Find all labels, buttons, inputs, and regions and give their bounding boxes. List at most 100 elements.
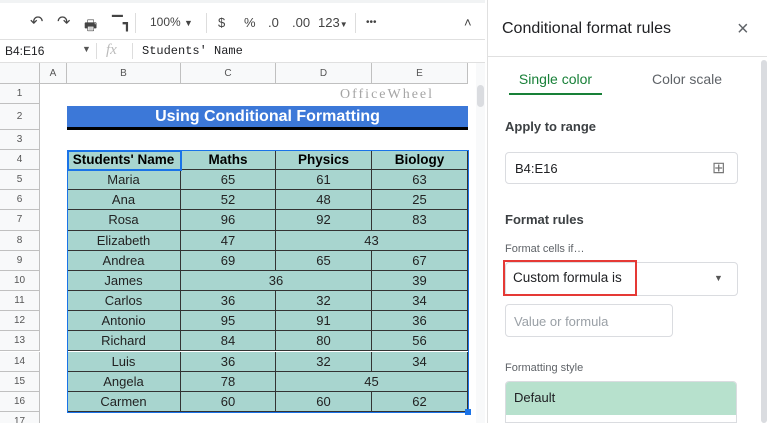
score-cell[interactable]: 32 — [276, 291, 372, 312]
row-header-5[interactable]: 5 — [0, 170, 40, 191]
score-cell[interactable]: 34 — [372, 351, 468, 372]
value-input[interactable]: Value or formula — [505, 304, 673, 337]
zoom-select[interactable]: 100% ▼ — [150, 15, 193, 29]
currency-button[interactable]: $ — [218, 15, 226, 30]
watermark: OfficeWheel — [340, 87, 435, 102]
formula-input[interactable]: Students' Name — [142, 44, 243, 58]
name-cell[interactable]: Antonio — [67, 311, 181, 332]
row-header-11[interactable]: 11 — [0, 291, 40, 312]
name-cell[interactable]: Ana — [67, 190, 181, 211]
more-formats-button[interactable]: 123▼ — [318, 15, 348, 30]
score-cell[interactable]: 36 — [372, 311, 468, 332]
score-cell[interactable]: 80 — [276, 331, 372, 352]
score-cell[interactable]: 39 — [372, 270, 468, 292]
score-cell[interactable]: 48 — [276, 190, 372, 211]
score-cell[interactable]: 65 — [276, 250, 372, 271]
header-cell[interactable]: Maths — [181, 150, 276, 171]
score-cell[interactable]: 47 — [181, 230, 276, 251]
row-header-13[interactable]: 13 — [0, 331, 40, 352]
score-cell[interactable]: 45 — [276, 371, 468, 392]
tab-color-scale[interactable]: Color scale — [652, 71, 723, 87]
score-cell[interactable]: 95 — [181, 311, 276, 332]
redo-icon[interactable]: ↷ — [57, 14, 71, 31]
name-cell[interactable]: Richard — [67, 331, 181, 352]
row-header-4[interactable]: 4 — [0, 150, 40, 171]
column-header-A[interactable]: A — [40, 63, 67, 84]
row-header-17[interactable]: 17 — [0, 411, 40, 423]
name-cell[interactable]: Maria — [67, 170, 181, 191]
row-header-9[interactable]: 9 — [0, 250, 40, 271]
increase-decimal-button[interactable]: .00 — [292, 15, 311, 30]
name-cell[interactable]: Luis — [67, 351, 181, 372]
score-cell[interactable]: 36 — [181, 270, 372, 292]
row-header-10[interactable]: 10 — [0, 270, 40, 292]
row-header-15[interactable]: 15 — [0, 371, 40, 392]
column-header-E[interactable]: E — [372, 63, 468, 84]
row-header-16[interactable]: 16 — [0, 391, 40, 412]
column-header-B[interactable]: B — [67, 63, 181, 84]
name-box[interactable]: B4:E16 — [5, 44, 45, 58]
score-cell[interactable]: 63 — [372, 170, 468, 191]
row-header-1[interactable]: 1 — [0, 84, 40, 104]
score-cell[interactable]: 61 — [276, 170, 372, 191]
decrease-decimal-button[interactable]: .0 — [268, 15, 279, 30]
score-cell[interactable]: 78 — [181, 371, 276, 392]
column-header-C[interactable]: C — [181, 63, 276, 84]
undo-icon[interactable]: ↶ — [30, 14, 44, 31]
chevron-down-icon[interactable]: ▼ — [82, 44, 91, 54]
header-cell[interactable]: Physics — [276, 150, 372, 171]
score-cell[interactable]: 36 — [181, 291, 276, 312]
scrollbar[interactable] — [476, 63, 485, 423]
chevron-up-icon[interactable]: ˄ — [464, 15, 472, 30]
name-cell[interactable]: Rosa — [67, 210, 181, 231]
score-cell[interactable]: 60 — [276, 391, 372, 412]
name-cell[interactable]: Carmen — [67, 391, 181, 412]
grid-select-icon[interactable]: ⊞ — [712, 160, 726, 177]
score-cell[interactable]: 36 — [181, 351, 276, 372]
name-cell[interactable]: Carlos — [67, 291, 181, 312]
score-cell[interactable]: 96 — [181, 210, 276, 231]
row-header-8[interactable]: 8 — [0, 230, 40, 251]
score-cell[interactable]: 65 — [181, 170, 276, 191]
score-cell[interactable]: 25 — [372, 190, 468, 211]
name-cell[interactable]: Angela — [67, 371, 181, 392]
score-cell[interactable]: 62 — [372, 391, 468, 412]
score-cell[interactable]: 92 — [276, 210, 372, 231]
percent-button[interactable]: % — [244, 15, 256, 30]
row-header-14[interactable]: 14 — [0, 351, 40, 372]
score-cell[interactable]: 52 — [181, 190, 276, 211]
print-icon[interactable]: 🖶 — [84, 17, 98, 33]
score-cell[interactable]: 91 — [276, 311, 372, 332]
spreadsheet-grid[interactable]: A B C D E 1 2 3 4 5 6 7 8 9 10 11 12 13 14 15 16 17 Using Cond… — [0, 63, 475, 423]
score-cell[interactable]: 43 — [276, 230, 468, 251]
more-icon[interactable]: ••• — [366, 17, 377, 28]
row-header-12[interactable]: 12 — [0, 311, 40, 332]
score-cell[interactable]: 67 — [372, 250, 468, 271]
score-cell[interactable]: 83 — [372, 210, 468, 231]
tab-single-color[interactable]: Single color — [509, 71, 602, 95]
panel-scrollbar[interactable] — [761, 60, 767, 423]
score-cell[interactable]: 69 — [181, 250, 276, 271]
name-cell[interactable]: Andrea — [67, 250, 181, 271]
score-cell[interactable]: 56 — [372, 331, 468, 352]
select-all-corner[interactable] — [0, 63, 40, 84]
name-cell[interactable]: James — [67, 270, 181, 292]
score-cell[interactable]: 84 — [181, 331, 276, 352]
paint-format-icon[interactable]: ▔┓ — [112, 15, 132, 31]
style-preview[interactable]: Default — [505, 381, 737, 423]
name-cell[interactable]: Elizabeth — [67, 230, 181, 251]
range-input[interactable]: B4:E16 ⊞ — [505, 152, 738, 184]
header-cell[interactable]: Students' Name — [67, 150, 181, 171]
row-header-2[interactable]: 2 — [0, 104, 40, 130]
score-cell[interactable]: 32 — [276, 351, 372, 372]
score-cell[interactable]: 60 — [181, 391, 276, 412]
row-header-3[interactable]: 3 — [0, 130, 40, 150]
value-placeholder: Value or formula — [514, 314, 609, 329]
score-cell[interactable]: 34 — [372, 291, 468, 312]
column-header-D[interactable]: D — [276, 63, 372, 84]
close-icon[interactable]: × — [737, 18, 749, 40]
row-header-7[interactable]: 7 — [0, 210, 40, 231]
row-header-6[interactable]: 6 — [0, 190, 40, 211]
fill-handle[interactable] — [465, 408, 471, 415]
header-cell[interactable]: Biology — [372, 150, 468, 171]
